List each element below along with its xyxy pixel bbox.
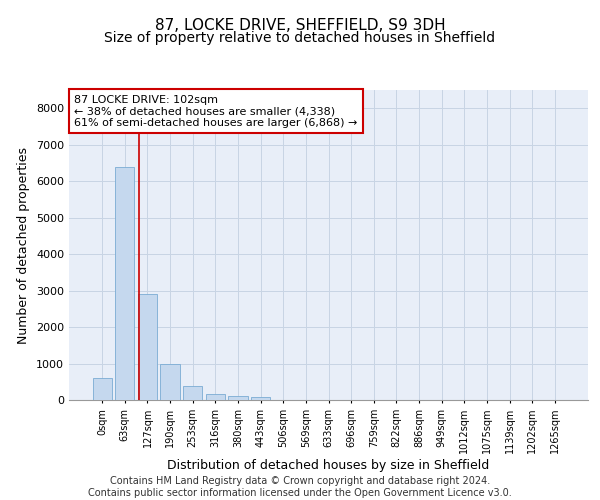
Bar [115,166,134,400]
Bar [251,397,270,400]
Bar [183,386,202,400]
Text: Size of property relative to detached houses in Sheffield: Size of property relative to detached ho… [104,31,496,45]
Bar [160,364,180,400]
Bar [229,396,248,400]
Text: 87 LOCKE DRIVE: 102sqm
← 38% of detached houses are smaller (4,338)
61% of semi-: 87 LOCKE DRIVE: 102sqm ← 38% of detached… [74,94,358,128]
Bar [138,294,157,400]
Bar [206,394,225,400]
X-axis label: Distribution of detached houses by size in Sheffield: Distribution of detached houses by size … [167,458,490,471]
Y-axis label: Number of detached properties: Number of detached properties [17,146,31,344]
Text: 87, LOCKE DRIVE, SHEFFIELD, S9 3DH: 87, LOCKE DRIVE, SHEFFIELD, S9 3DH [155,18,445,32]
Bar [92,378,112,400]
Text: Contains HM Land Registry data © Crown copyright and database right 2024.
Contai: Contains HM Land Registry data © Crown c… [88,476,512,498]
